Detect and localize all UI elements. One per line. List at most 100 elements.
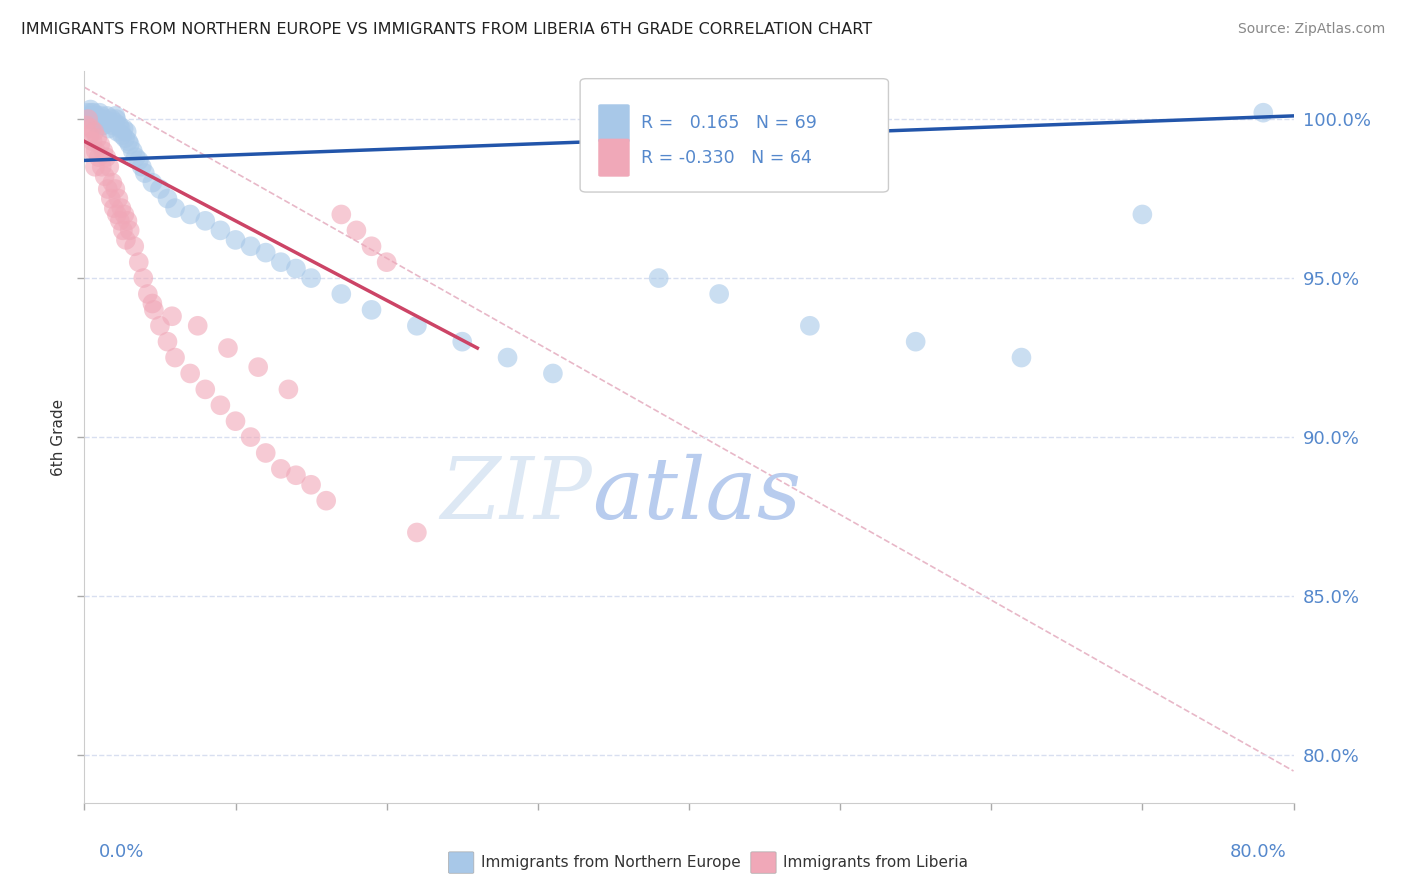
Point [142, 302, 165, 317]
Point [128, 255, 150, 269]
Point [104, 109, 127, 123]
Point [79, 128, 101, 142]
Point [179, 367, 201, 381]
Point [179, 207, 201, 221]
Point [239, 239, 262, 253]
Point [93, 112, 115, 126]
Point [104, 115, 127, 129]
Point [91, 144, 114, 158]
Point [77, 109, 100, 123]
Point [101, 176, 124, 190]
Point [98, 160, 121, 174]
Y-axis label: 6th Grade: 6th Grade [51, 399, 66, 475]
Point [346, 223, 368, 237]
Point [496, 351, 519, 365]
Point [110, 121, 132, 136]
Point [108, 214, 131, 228]
Point [360, 239, 382, 253]
Point [89, 137, 111, 152]
FancyBboxPatch shape [599, 138, 630, 177]
Point [285, 261, 308, 276]
Point [79, 103, 101, 117]
Text: Immigrants from Northern Europe: Immigrants from Northern Europe [481, 855, 741, 870]
Point [330, 207, 353, 221]
Point [76, 119, 98, 133]
Point [187, 318, 209, 333]
Point [194, 383, 217, 397]
Text: R = -0.330   N = 64: R = -0.330 N = 64 [641, 149, 811, 167]
Point [375, 255, 398, 269]
Point [114, 131, 136, 145]
Point [100, 192, 122, 206]
Point [105, 207, 128, 221]
Text: IMMIGRANTS FROM NORTHERN EUROPE VS IMMIGRANTS FROM LIBERIA 6TH GRADE CORRELATION: IMMIGRANTS FROM NORTHERN EUROPE VS IMMIG… [21, 22, 872, 37]
Point [270, 462, 292, 476]
Point [90, 109, 112, 123]
Text: Immigrants from Liberia: Immigrants from Liberia [783, 855, 969, 870]
Point [225, 414, 247, 428]
Point [110, 201, 132, 215]
Point [112, 121, 135, 136]
Point [97, 115, 120, 129]
Text: 80.0%: 80.0% [1230, 843, 1286, 861]
Point [111, 223, 134, 237]
Text: atlas: atlas [592, 454, 801, 537]
Point [254, 446, 277, 460]
Point [209, 223, 232, 237]
Point [87, 150, 110, 164]
Point [799, 318, 821, 333]
Point [209, 398, 232, 412]
Point [89, 112, 111, 126]
Point [117, 134, 139, 148]
FancyBboxPatch shape [581, 78, 889, 192]
Point [128, 153, 150, 168]
Point [80, 105, 103, 120]
Point [270, 255, 292, 269]
Point [108, 119, 131, 133]
Point [648, 271, 671, 285]
Point [115, 125, 138, 139]
Point [156, 334, 179, 349]
Text: Source: ZipAtlas.com: Source: ZipAtlas.com [1237, 22, 1385, 37]
FancyBboxPatch shape [599, 104, 630, 143]
Point [100, 112, 122, 126]
Point [1011, 351, 1033, 365]
Point [247, 360, 270, 375]
Point [82, 105, 104, 120]
Point [104, 182, 127, 196]
Point [406, 525, 429, 540]
Point [83, 125, 105, 139]
Point [451, 334, 474, 349]
Point [406, 318, 429, 333]
Point [121, 144, 143, 158]
Point [87, 112, 110, 126]
Point [165, 201, 187, 215]
Point [84, 144, 107, 158]
Point [141, 176, 163, 190]
Point [111, 128, 134, 142]
Point [254, 245, 277, 260]
Point [86, 112, 108, 126]
Point [217, 341, 239, 355]
Point [118, 223, 141, 237]
Point [299, 271, 322, 285]
Point [165, 351, 187, 365]
Text: ZIP: ZIP [440, 454, 592, 537]
Point [112, 207, 135, 221]
Point [160, 310, 183, 324]
Point [91, 119, 114, 133]
Point [136, 287, 159, 301]
Point [97, 182, 120, 196]
Point [194, 214, 217, 228]
Point [330, 287, 353, 301]
Point [1253, 105, 1275, 120]
Point [94, 115, 117, 129]
Point [84, 115, 107, 129]
Point [239, 430, 262, 444]
Point [91, 119, 114, 133]
Point [149, 318, 172, 333]
Point [103, 201, 125, 215]
Point [105, 112, 128, 126]
Point [156, 192, 179, 206]
Point [134, 166, 156, 180]
